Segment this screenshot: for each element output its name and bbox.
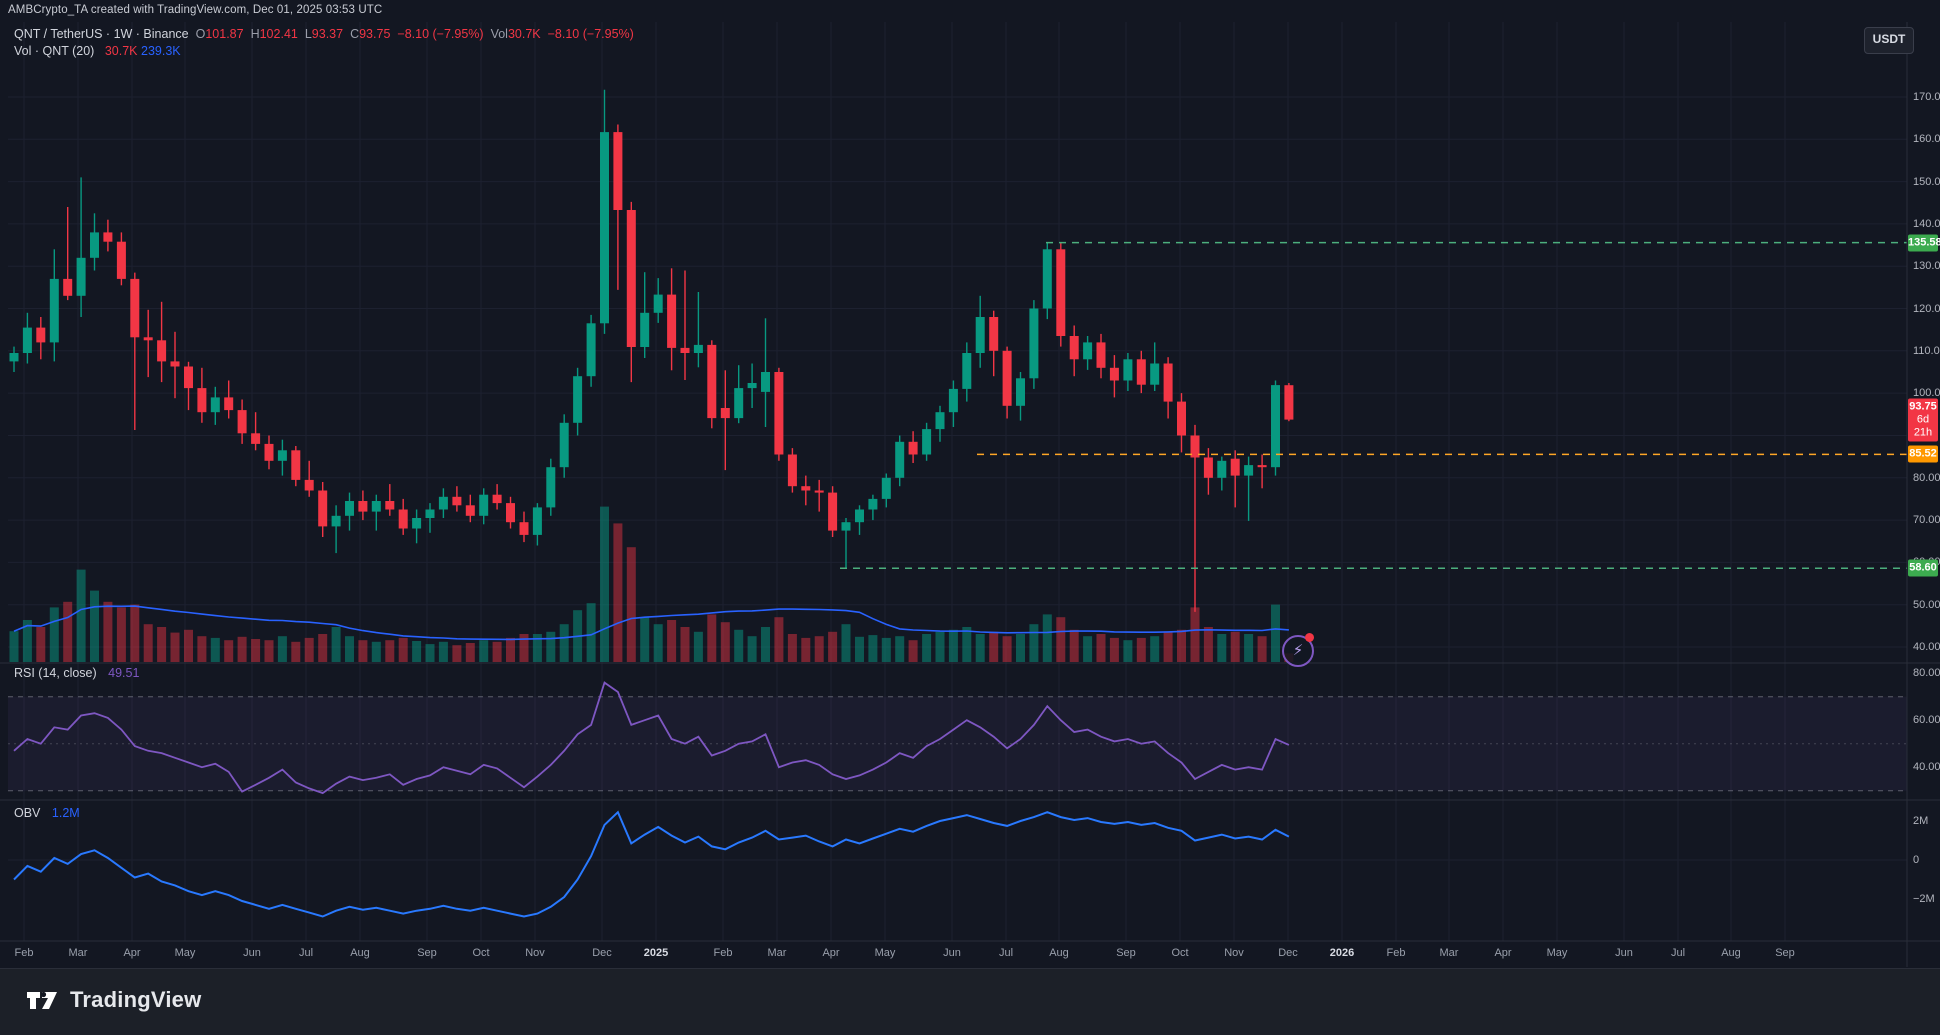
vol-change-value: −8.10 (−7.95%) <box>547 27 634 41</box>
rsi-tick: 60.00 <box>1913 714 1940 727</box>
price-tick: 160.00 <box>1913 133 1940 146</box>
time-tick[interactable]: Apr <box>123 947 141 959</box>
time-tick[interactable]: Dec <box>1278 947 1298 959</box>
time-tick[interactable]: Jun <box>943 947 961 959</box>
tradingview-brand[interactable]: TradingView <box>26 985 201 1015</box>
change-value: −8.10 (−7.95%) <box>397 27 484 41</box>
price-badge: 85.52 <box>1908 445 1938 463</box>
time-tick[interactable]: Oct <box>1171 947 1189 959</box>
currency-unit-button[interactable]: USDT <box>1864 27 1914 54</box>
time-tick[interactable]: Nov <box>525 947 545 959</box>
ohlc-values: O101.87 H102.41 L93.37 C93.75 <box>189 27 391 41</box>
price-tick: 120.00 <box>1913 302 1940 315</box>
time-tick[interactable]: 2026 <box>1329 947 1355 959</box>
rsi-line <box>13 681 1290 795</box>
rsi-value: 49.51 <box>108 666 140 680</box>
price-tick: 100.00 <box>1913 387 1940 400</box>
vol-label: Vol <box>490 27 508 41</box>
obv-tick: 2M <box>1913 815 1929 827</box>
time-tick[interactable]: Mar <box>68 947 88 959</box>
time-tick[interactable]: Sep <box>1775 947 1795 959</box>
price-badge: 93.75 6d 21h <box>1908 398 1938 442</box>
obv-tick: 0 <box>1913 854 1920 866</box>
obv-label[interactable]: OBV <box>14 806 41 820</box>
price-badge: 135.58 <box>1908 234 1940 252</box>
time-tick[interactable]: Oct <box>472 947 490 959</box>
volume-ma: 239.3K <box>141 44 181 58</box>
time-tick[interactable]: 2025 <box>643 947 669 959</box>
ohlc-number: 102.41 <box>259 27 298 41</box>
rsi-tick: 80.00 <box>1913 667 1940 680</box>
footer-bar: TradingView <box>0 968 1940 1035</box>
time-tick[interactable]: Nov <box>1224 947 1244 959</box>
time-tick[interactable]: Sep <box>417 947 437 959</box>
ohlc-letter: O <box>195 27 206 41</box>
price-tick: 130.00 <box>1913 260 1940 273</box>
time-tick[interactable]: Dec <box>592 947 612 959</box>
obv-tick: −2M <box>1913 893 1935 905</box>
tradingview-brand-text: TradingView <box>70 987 202 1012</box>
ohlc-letter: H <box>250 27 260 41</box>
price-tick: 40.00 <box>1913 641 1940 653</box>
ohlc-number: 93.75 <box>359 27 391 41</box>
rsi-levels <box>8 696 1907 792</box>
obv-line <box>13 810 1290 918</box>
ohlc-number: 93.37 <box>311 27 344 41</box>
time-tick[interactable]: Feb <box>713 947 733 959</box>
vol-value: 30.7K <box>507 27 541 41</box>
price-tick: 80.00 <box>1913 471 1940 484</box>
ohlc-letter: C <box>350 27 360 41</box>
time-tick[interactable]: Mar <box>767 947 787 959</box>
volume-ma-line <box>13 605 1289 641</box>
price-tick: 140.00 <box>1913 217 1940 230</box>
time-tick[interactable]: Jul <box>1670 947 1686 959</box>
time-tick[interactable]: Mar <box>1439 947 1459 959</box>
time-tick[interactable]: Feb <box>1386 947 1406 959</box>
price-tick: 70.00 <box>1913 514 1940 527</box>
time-tick[interactable]: Jul <box>298 947 314 959</box>
time-tick[interactable]: Aug <box>350 947 370 959</box>
pane-separators[interactable] <box>0 22 1940 967</box>
time-tick[interactable]: May <box>174 947 196 959</box>
time-tick[interactable]: Apr <box>822 947 840 959</box>
time-tick[interactable]: Feb <box>14 947 34 959</box>
price-badge: 58.60 <box>1908 559 1938 577</box>
price-tick: 50.00 <box>1913 598 1940 611</box>
volume-current: 30.7K <box>104 44 138 58</box>
obv-value: 1.2M <box>51 806 80 820</box>
rsi-tick: 40.00 <box>1913 761 1940 774</box>
time-tick[interactable]: Sep <box>1116 947 1136 959</box>
volume-indicator-label[interactable]: Vol · QNT (20) <box>14 44 95 58</box>
ohlc-letter: L <box>304 27 312 41</box>
rsi-label[interactable]: RSI (14, close) <box>14 666 97 680</box>
attribution-watermark: AMBCrypto_TA created with TradingView.co… <box>8 4 383 16</box>
price-tick: 150.00 <box>1913 175 1940 188</box>
candlesticks <box>9 89 1294 612</box>
time-tick[interactable]: Jul <box>998 947 1014 959</box>
time-tick[interactable]: Aug <box>1721 947 1741 959</box>
notification-dot-icon <box>1305 633 1314 642</box>
obv-pane-legend[interactable]: OBV 1.2M <box>14 806 80 820</box>
rsi-band <box>8 696 1907 791</box>
time-tick[interactable]: May <box>1546 947 1568 959</box>
time-tick[interactable]: Aug <box>1049 947 1069 959</box>
time-tick[interactable]: Apr <box>1494 947 1512 959</box>
tradingview-logo-icon <box>27 991 57 1009</box>
rsi-pane-legend[interactable]: RSI (14, close) 49.51 <box>14 666 139 680</box>
time-tick[interactable]: Jun <box>243 947 261 959</box>
symbol-title[interactable]: QNT / TetherUS · 1W · Binance <box>14 27 189 41</box>
price-tick: 110.00 <box>1913 344 1940 357</box>
price-tick: 170.00 <box>1913 91 1940 103</box>
volume-bars <box>9 506 1294 662</box>
symbol-legend-row[interactable]: QNT / TetherUS · 1W · Binance O101.87 H102… <box>14 27 634 41</box>
ohlc-number: 101.87 <box>205 27 244 41</box>
time-tick[interactable]: Jun <box>1615 947 1633 959</box>
time-tick[interactable]: May <box>874 947 896 959</box>
volume-indicator-legend[interactable]: Vol · QNT (20) 30.7K 239.3K <box>14 44 181 58</box>
